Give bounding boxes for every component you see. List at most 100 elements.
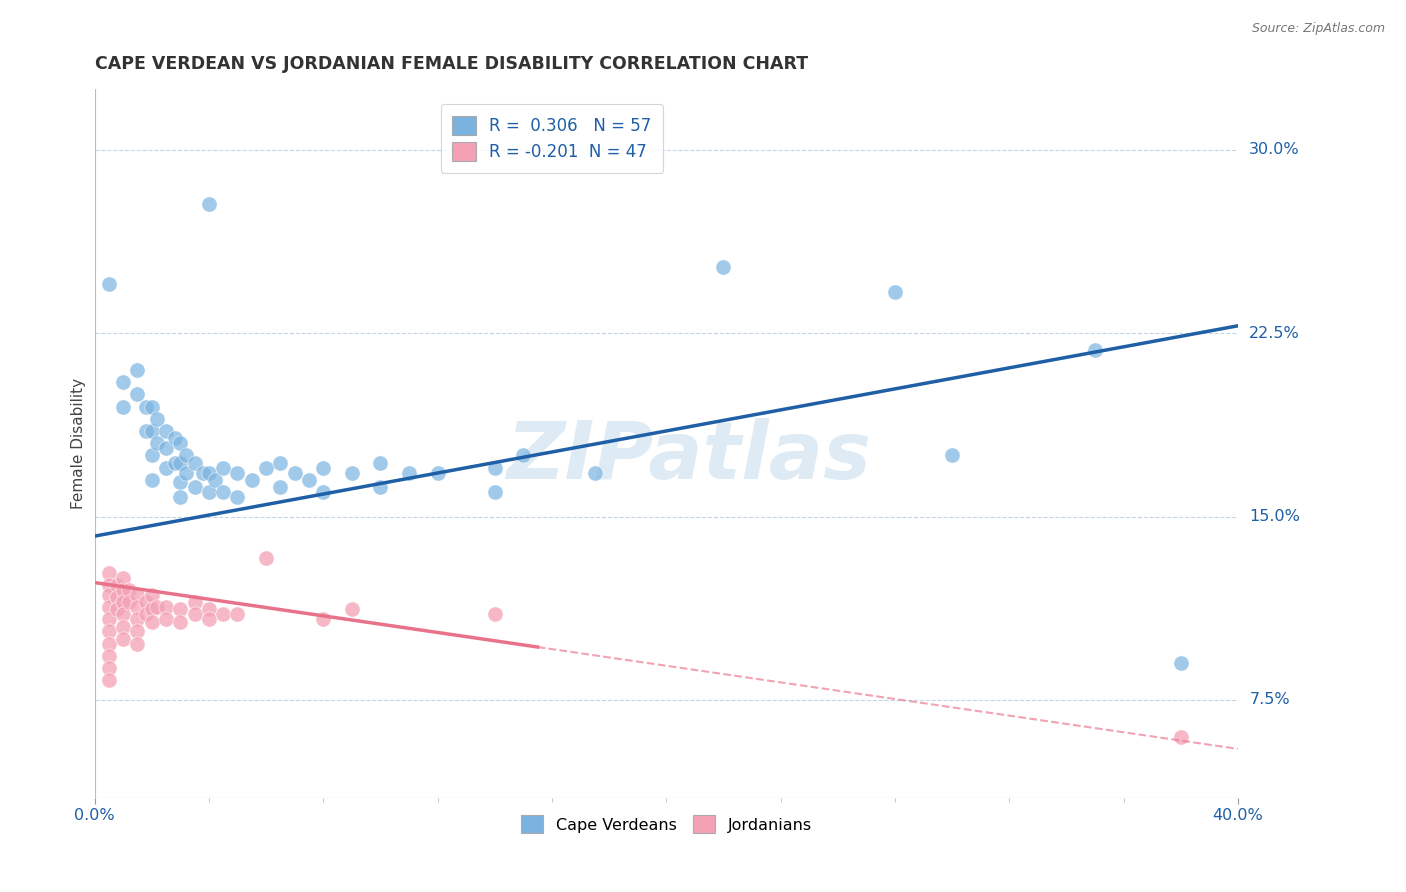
Point <box>107 591 129 605</box>
Point <box>97 566 120 580</box>
Point <box>146 436 169 450</box>
Point <box>212 485 235 500</box>
Y-axis label: Female Disability: Female Disability <box>72 377 86 508</box>
Point <box>284 466 307 480</box>
Point <box>226 466 249 480</box>
Point <box>127 637 149 651</box>
Point <box>127 588 149 602</box>
Point <box>212 607 235 622</box>
Point <box>112 582 135 597</box>
Point <box>97 673 120 688</box>
Point <box>512 449 534 463</box>
Point <box>1084 343 1107 358</box>
Point <box>174 466 197 480</box>
Point <box>141 615 163 629</box>
Text: 30.0%: 30.0% <box>1250 142 1301 157</box>
Point <box>163 456 186 470</box>
Point <box>312 612 335 626</box>
Point <box>112 607 135 622</box>
Point <box>1170 657 1192 671</box>
Point <box>97 277 120 292</box>
Point <box>426 466 449 480</box>
Point <box>254 551 277 566</box>
Point <box>198 602 221 616</box>
Point <box>97 661 120 675</box>
Point <box>127 363 149 377</box>
Point <box>269 456 291 470</box>
Point <box>312 460 335 475</box>
Point <box>484 485 506 500</box>
Point <box>312 485 335 500</box>
Point <box>269 480 291 494</box>
Point <box>155 600 177 615</box>
Point <box>198 612 221 626</box>
Point <box>883 285 905 299</box>
Text: 15.0%: 15.0% <box>1250 509 1301 524</box>
Point <box>146 600 169 615</box>
Point <box>118 595 141 609</box>
Point <box>97 624 120 639</box>
Text: 22.5%: 22.5% <box>1250 326 1301 341</box>
Point <box>370 480 392 494</box>
Point <box>169 615 191 629</box>
Point <box>146 411 169 425</box>
Point <box>112 375 135 389</box>
Point <box>135 607 157 622</box>
Point <box>155 424 177 438</box>
Point <box>198 466 221 480</box>
Point <box>240 473 263 487</box>
Text: 7.5%: 7.5% <box>1250 692 1289 707</box>
Point <box>97 637 120 651</box>
Point <box>169 475 191 490</box>
Point <box>183 595 205 609</box>
Point <box>398 466 420 480</box>
Point <box>711 260 734 274</box>
Point <box>127 612 149 626</box>
Point <box>97 600 120 615</box>
Point <box>141 400 163 414</box>
Point <box>97 588 120 602</box>
Point <box>107 578 129 592</box>
Point <box>204 473 226 487</box>
Point <box>127 600 149 615</box>
Point <box>112 632 135 646</box>
Point <box>141 473 163 487</box>
Point <box>127 624 149 639</box>
Point <box>941 449 963 463</box>
Point <box>484 460 506 475</box>
Point <box>340 466 363 480</box>
Point <box>183 607 205 622</box>
Point <box>141 449 163 463</box>
Point <box>340 602 363 616</box>
Text: ZIPatlas: ZIPatlas <box>506 418 872 496</box>
Point <box>97 578 120 592</box>
Point <box>155 460 177 475</box>
Point <box>198 485 221 500</box>
Point <box>183 456 205 470</box>
Point <box>370 456 392 470</box>
Point <box>174 449 197 463</box>
Point <box>141 424 163 438</box>
Point <box>226 490 249 504</box>
Point <box>484 607 506 622</box>
Point <box>155 612 177 626</box>
Point <box>583 466 606 480</box>
Point <box>1170 730 1192 744</box>
Point <box>135 424 157 438</box>
Text: CAPE VERDEAN VS JORDANIAN FEMALE DISABILITY CORRELATION CHART: CAPE VERDEAN VS JORDANIAN FEMALE DISABIL… <box>94 55 807 73</box>
Point <box>135 595 157 609</box>
Point <box>141 588 163 602</box>
Point <box>97 648 120 663</box>
Point <box>112 595 135 609</box>
Point <box>155 441 177 455</box>
Legend: Cape Verdeans, Jordanians: Cape Verdeans, Jordanians <box>510 805 821 843</box>
Point <box>254 460 277 475</box>
Point <box>226 607 249 622</box>
Point <box>112 400 135 414</box>
Point <box>193 466 215 480</box>
Point <box>112 571 135 585</box>
Point <box>112 619 135 633</box>
Point <box>183 480 205 494</box>
Point <box>118 582 141 597</box>
Point <box>141 602 163 616</box>
